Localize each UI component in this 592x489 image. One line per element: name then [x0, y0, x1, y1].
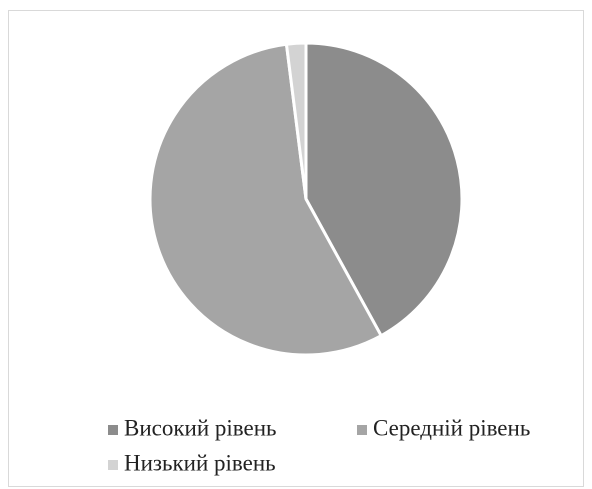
legend-label: Високий рівень: [124, 415, 277, 440]
pie-slice: [304, 41, 464, 338]
legend-label: Низький рівень: [124, 450, 276, 475]
legend-label: Середній рівень: [373, 415, 530, 440]
legend-swatch: [357, 425, 367, 435]
pie-slice: [284, 41, 308, 200]
legend-swatch: [108, 460, 118, 470]
legend-swatch: [108, 425, 118, 435]
pie-slice: [148, 42, 384, 357]
